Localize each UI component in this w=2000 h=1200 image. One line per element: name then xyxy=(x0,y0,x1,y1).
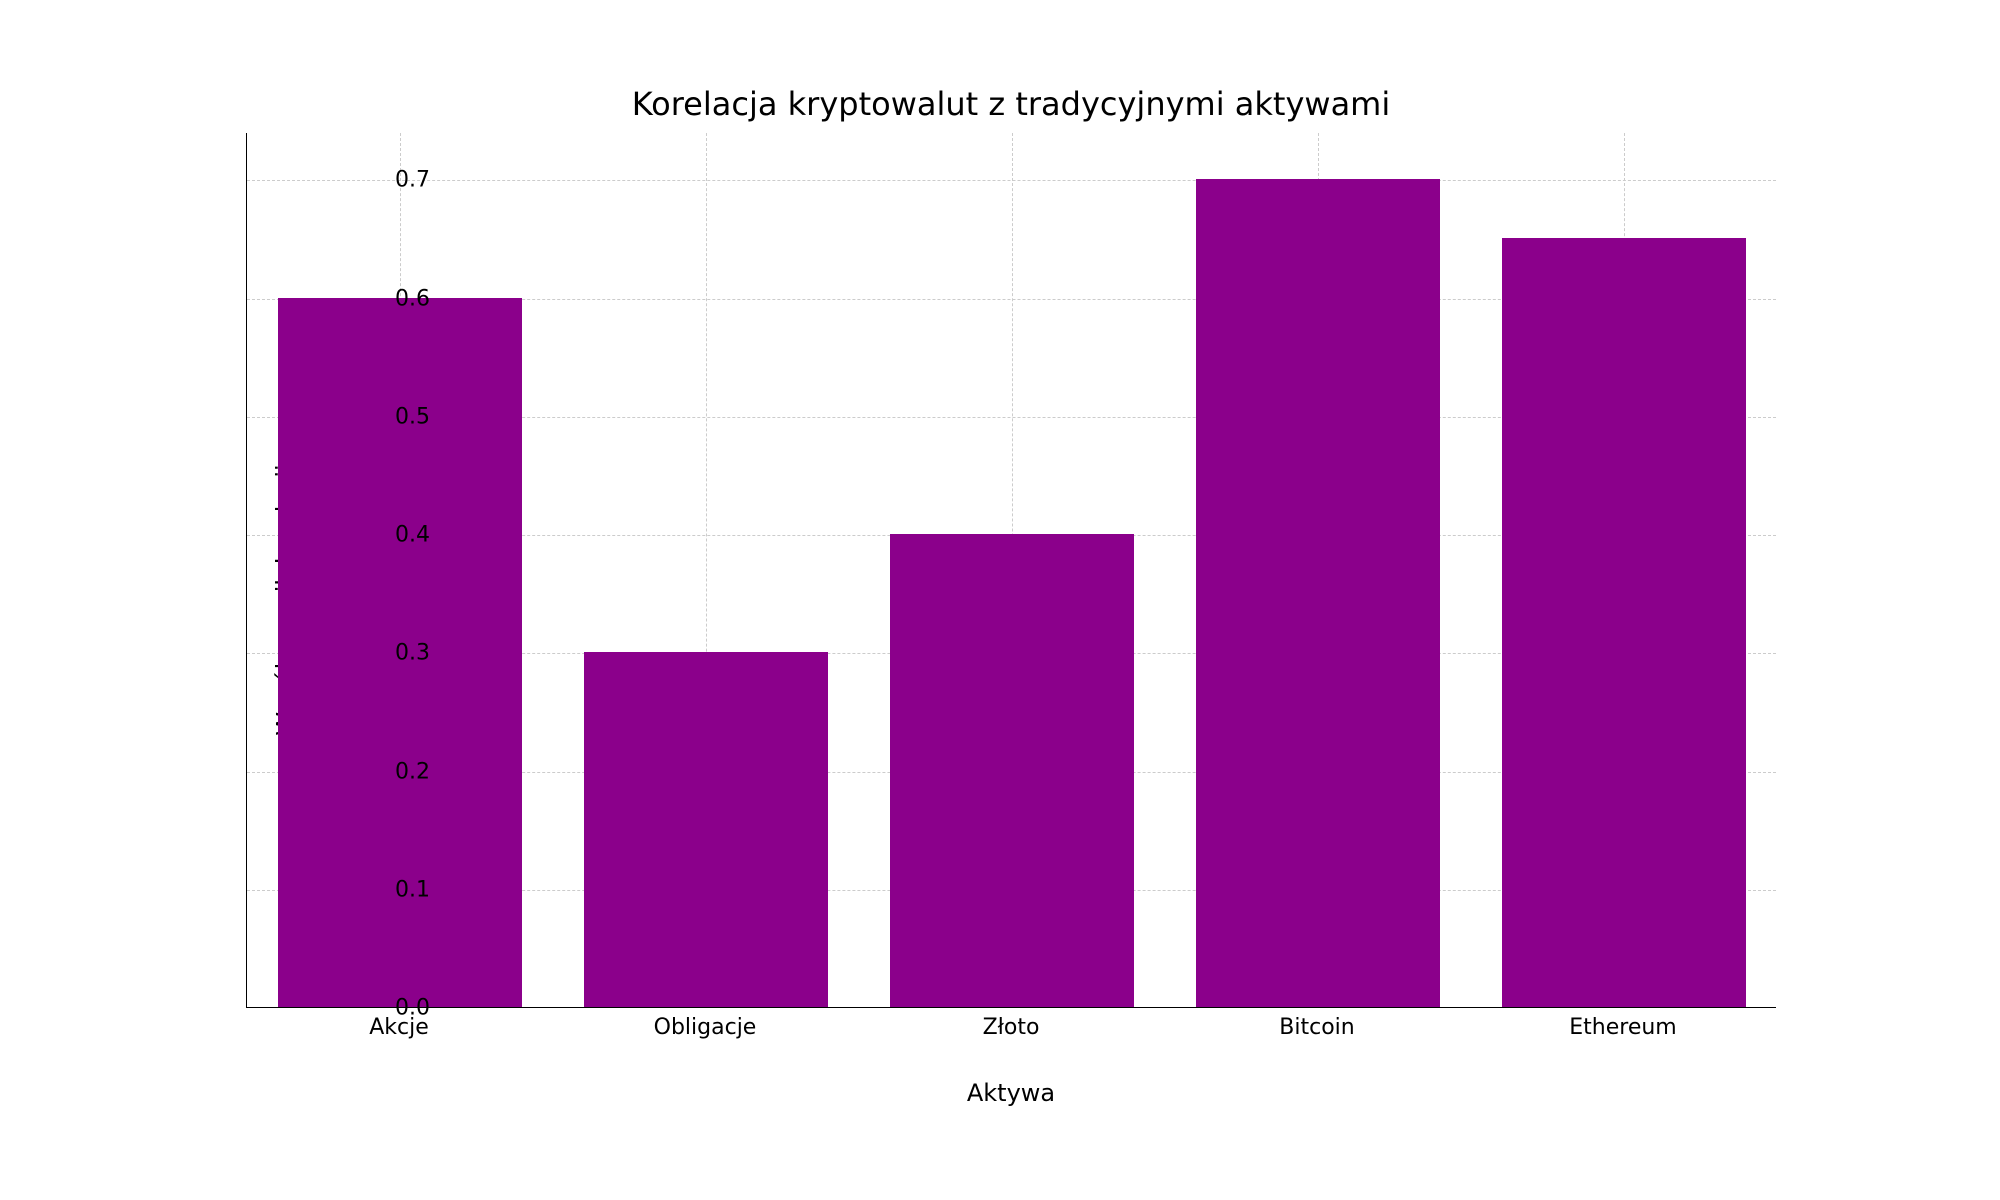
plot-area xyxy=(246,133,1776,1008)
bar xyxy=(584,652,829,1007)
x-axis-label: Aktywa xyxy=(246,1079,1776,1107)
y-tick-label: 0.1 xyxy=(230,877,430,902)
x-tick-label: Złoto xyxy=(983,1015,1040,1040)
y-tick-label: 0.6 xyxy=(230,286,430,311)
x-tick-label: Akcje xyxy=(369,1015,429,1040)
y-tick-label: 0.7 xyxy=(230,168,430,193)
bar xyxy=(1196,179,1441,1007)
chart-container: Korelacja kryptowalut z tradycyjnymi akt… xyxy=(138,75,1862,1125)
y-tick-label: 0.5 xyxy=(230,404,430,429)
y-tick-label: 0.3 xyxy=(230,641,430,666)
x-tick-label: Obligacje xyxy=(654,1015,757,1040)
x-tick-label: Bitcoin xyxy=(1279,1015,1354,1040)
chart-title: Korelacja kryptowalut z tradycyjnymi akt… xyxy=(246,85,1776,123)
y-tick-label: 0.4 xyxy=(230,523,430,548)
bar xyxy=(890,534,1135,1007)
y-tick-label: 0.2 xyxy=(230,759,430,784)
bar xyxy=(1502,238,1747,1007)
x-tick-label: Ethereum xyxy=(1569,1015,1676,1040)
